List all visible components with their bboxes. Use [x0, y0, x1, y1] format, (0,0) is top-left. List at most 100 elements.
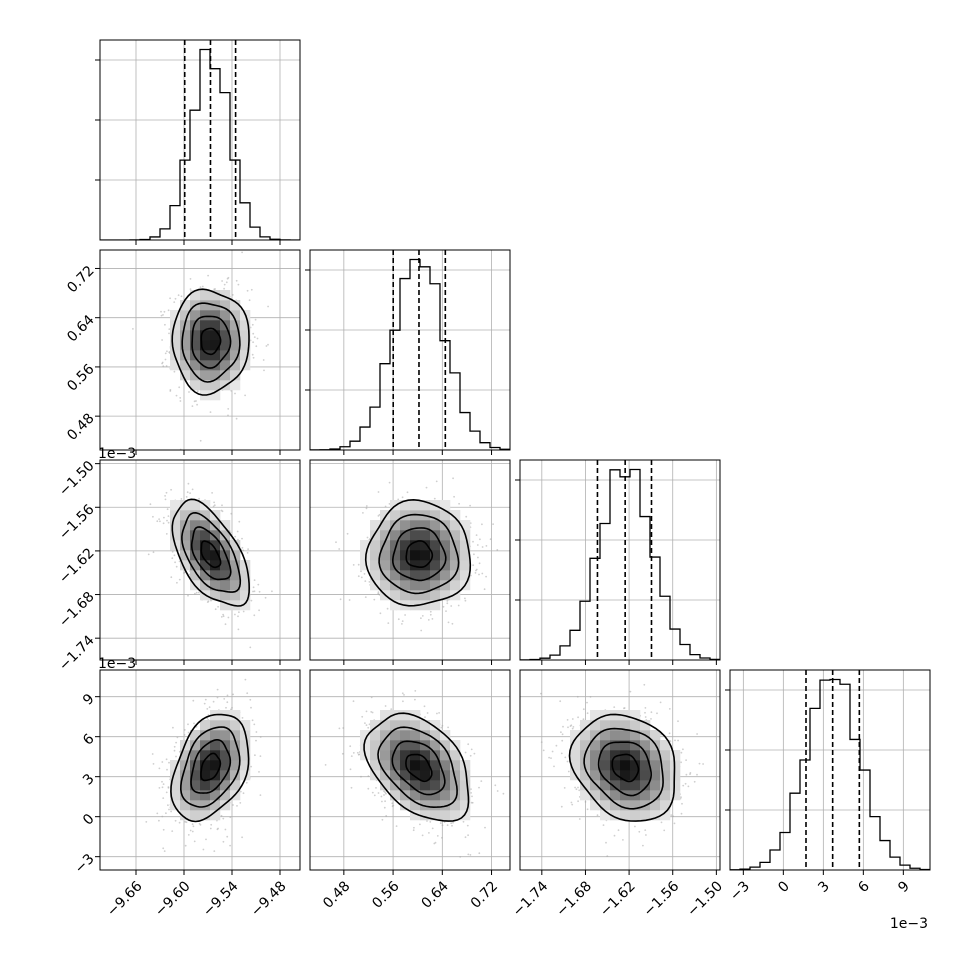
scatter-point — [419, 824, 421, 826]
scatter-point — [238, 629, 240, 631]
scatter-point — [188, 732, 190, 734]
scatter-point — [217, 697, 219, 699]
scatter-point — [350, 768, 352, 770]
scatter-point — [407, 491, 409, 493]
density-cell — [200, 560, 210, 570]
scatter-point — [234, 614, 236, 616]
scatter-point — [471, 796, 473, 798]
scatter-point — [238, 521, 240, 523]
scatter-point — [225, 623, 227, 625]
density-cell — [190, 350, 200, 360]
density-cell — [200, 720, 210, 730]
density-cell — [370, 540, 380, 550]
scatter-point — [187, 491, 189, 493]
scatter-point — [458, 605, 460, 607]
scatter-point — [479, 538, 481, 540]
scatter-point — [271, 590, 273, 592]
scatter-point — [223, 615, 225, 617]
scatter-point — [184, 729, 186, 731]
scatter-point — [351, 755, 353, 757]
scatter-point — [459, 856, 461, 858]
scatter-point — [387, 608, 389, 610]
scatter-point — [267, 306, 269, 308]
scatter-point — [384, 800, 386, 802]
scatter-point — [378, 591, 380, 593]
scatter-point — [428, 832, 430, 834]
scatter-point — [484, 588, 486, 590]
scatter-point — [478, 787, 480, 789]
scatter-point — [447, 824, 449, 826]
density-cell — [230, 780, 240, 790]
scatter-point — [161, 816, 163, 818]
scatter-point — [221, 280, 223, 282]
scatter-point — [213, 850, 215, 852]
scatter-point — [215, 608, 217, 610]
panel-0-0 — [95, 40, 300, 245]
scatter-point — [210, 824, 212, 826]
scatter-point — [401, 623, 403, 625]
scatter-point — [227, 408, 229, 410]
density-cell — [210, 730, 220, 740]
scatter-point — [382, 819, 384, 821]
scatter-point — [208, 600, 210, 602]
scatter-point — [362, 512, 364, 514]
panel-content — [310, 460, 513, 660]
scatter-point — [172, 727, 174, 729]
density-cell — [410, 550, 420, 560]
scatter-point — [465, 600, 467, 602]
scatter-point — [367, 727, 369, 729]
scatter-point — [378, 792, 380, 794]
scatter-point — [168, 787, 170, 789]
scatter-point — [185, 845, 187, 847]
scatter-point — [217, 689, 219, 691]
scatter-point — [186, 496, 188, 498]
scatter-point — [479, 562, 481, 564]
scatter-point — [258, 771, 260, 773]
scatter-point — [166, 492, 168, 494]
scatter-point — [229, 845, 231, 847]
scatter-point — [166, 365, 168, 367]
scatter-point — [164, 495, 166, 497]
panel-1-0: 0.480.560.640.72 — [64, 250, 300, 455]
scatter-point — [226, 701, 228, 703]
density-cell — [380, 560, 390, 570]
scatter-point — [378, 491, 380, 493]
scatter-point — [251, 600, 253, 602]
density-cell — [200, 290, 210, 300]
scatter-point — [472, 541, 474, 543]
scatter-point — [246, 782, 248, 784]
y-tick-label: 0.64 — [64, 312, 97, 345]
scatter-point — [190, 278, 192, 280]
scatter-point — [470, 788, 472, 790]
scatter-point — [360, 776, 362, 778]
scatter-point — [203, 849, 205, 851]
scatter-point — [260, 755, 262, 757]
scatter-point — [198, 592, 200, 594]
scatter-point — [478, 574, 480, 576]
scatter-point — [366, 505, 368, 507]
scatter-point — [205, 699, 207, 701]
scatter-point — [175, 298, 177, 300]
scatter-point — [267, 344, 269, 346]
scatter-point — [445, 610, 447, 612]
scatter-point — [243, 611, 245, 613]
scatter-point — [252, 341, 254, 343]
scatter-point — [467, 743, 469, 745]
scatter-point — [232, 804, 234, 806]
density-cell — [190, 510, 200, 520]
scatter-point — [391, 802, 393, 804]
scatter-point — [237, 615, 239, 617]
scatter-point — [160, 311, 162, 313]
scatter-point — [190, 288, 192, 290]
scatter-point — [166, 758, 168, 760]
scatter-point — [236, 280, 238, 282]
scatter-point — [384, 807, 386, 809]
scatter-point — [265, 597, 267, 599]
density-cell — [190, 530, 200, 540]
scatter-point — [484, 827, 486, 829]
scatter-point — [179, 397, 181, 399]
scatter-point — [373, 599, 375, 601]
scatter-point — [481, 523, 483, 525]
scatter-point — [169, 297, 171, 299]
scatter-point — [260, 794, 262, 796]
